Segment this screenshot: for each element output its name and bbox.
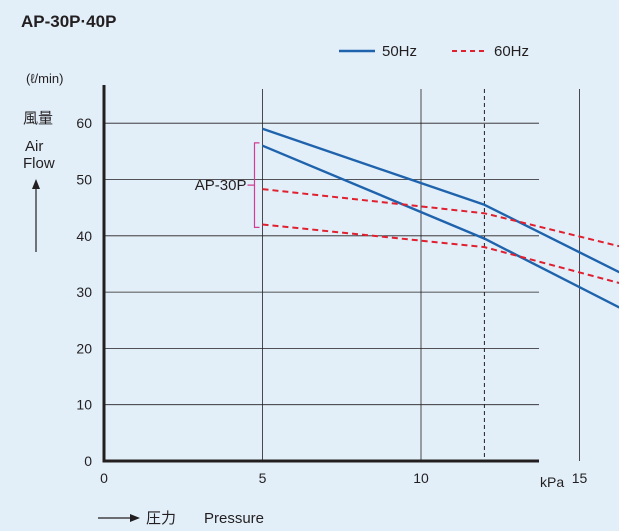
legend-50hz-label: 50Hz bbox=[382, 43, 417, 60]
y-tick-label-30: 30 bbox=[76, 284, 92, 300]
y-label-en-line1: Air bbox=[25, 138, 43, 155]
x-axis-title: 圧力 Pressure bbox=[98, 509, 264, 527]
series-line-ap-30p-50hz bbox=[262, 144, 619, 309]
x-tick-label-5: 5 bbox=[259, 470, 267, 486]
y-tick-label-40: 40 bbox=[76, 228, 92, 244]
annotation-label-ap-30p: AP-30P bbox=[195, 177, 247, 194]
y-label-jp: 風量 bbox=[23, 109, 53, 127]
y-tick-label-50: 50 bbox=[76, 172, 92, 188]
annotation-bracket-ap-30p bbox=[247, 142, 260, 228]
x-arrow-head bbox=[130, 514, 140, 522]
x-tick-label-0: 0 bbox=[100, 470, 108, 486]
x-label-jp: 圧力 bbox=[146, 509, 176, 527]
y-tick-label-60: 60 bbox=[76, 115, 92, 131]
series-line-ap-40p-50hz bbox=[262, 127, 619, 274]
series-line-ap-30p-60hz bbox=[262, 223, 619, 284]
plot-area: 01020304050600510152025kPaAP-30PAP-40P bbox=[76, 85, 619, 490]
x-tick-label-10: 10 bbox=[413, 470, 429, 486]
y-arrow-head bbox=[32, 179, 40, 189]
legend: 50Hz 60Hz bbox=[339, 43, 529, 60]
x-label-en: Pressure bbox=[204, 510, 264, 527]
x-unit-label: kPa bbox=[540, 474, 564, 490]
series-line-ap-40p-60hz bbox=[262, 188, 619, 248]
y-tick-label-20: 20 bbox=[76, 340, 92, 356]
x-tick-label-15: 15 bbox=[572, 470, 588, 486]
y-tick-label-10: 10 bbox=[76, 397, 92, 413]
y-tick-label-0: 0 bbox=[84, 453, 92, 469]
y-axis-title: (ℓ/min) 風量 Air Flow bbox=[23, 71, 63, 252]
legend-60hz-label: 60Hz bbox=[494, 43, 529, 60]
y-unit-label: (ℓ/min) bbox=[26, 71, 63, 86]
y-label-en-line2: Flow bbox=[23, 155, 55, 172]
chart-title: AP-30P·40P bbox=[21, 12, 116, 31]
